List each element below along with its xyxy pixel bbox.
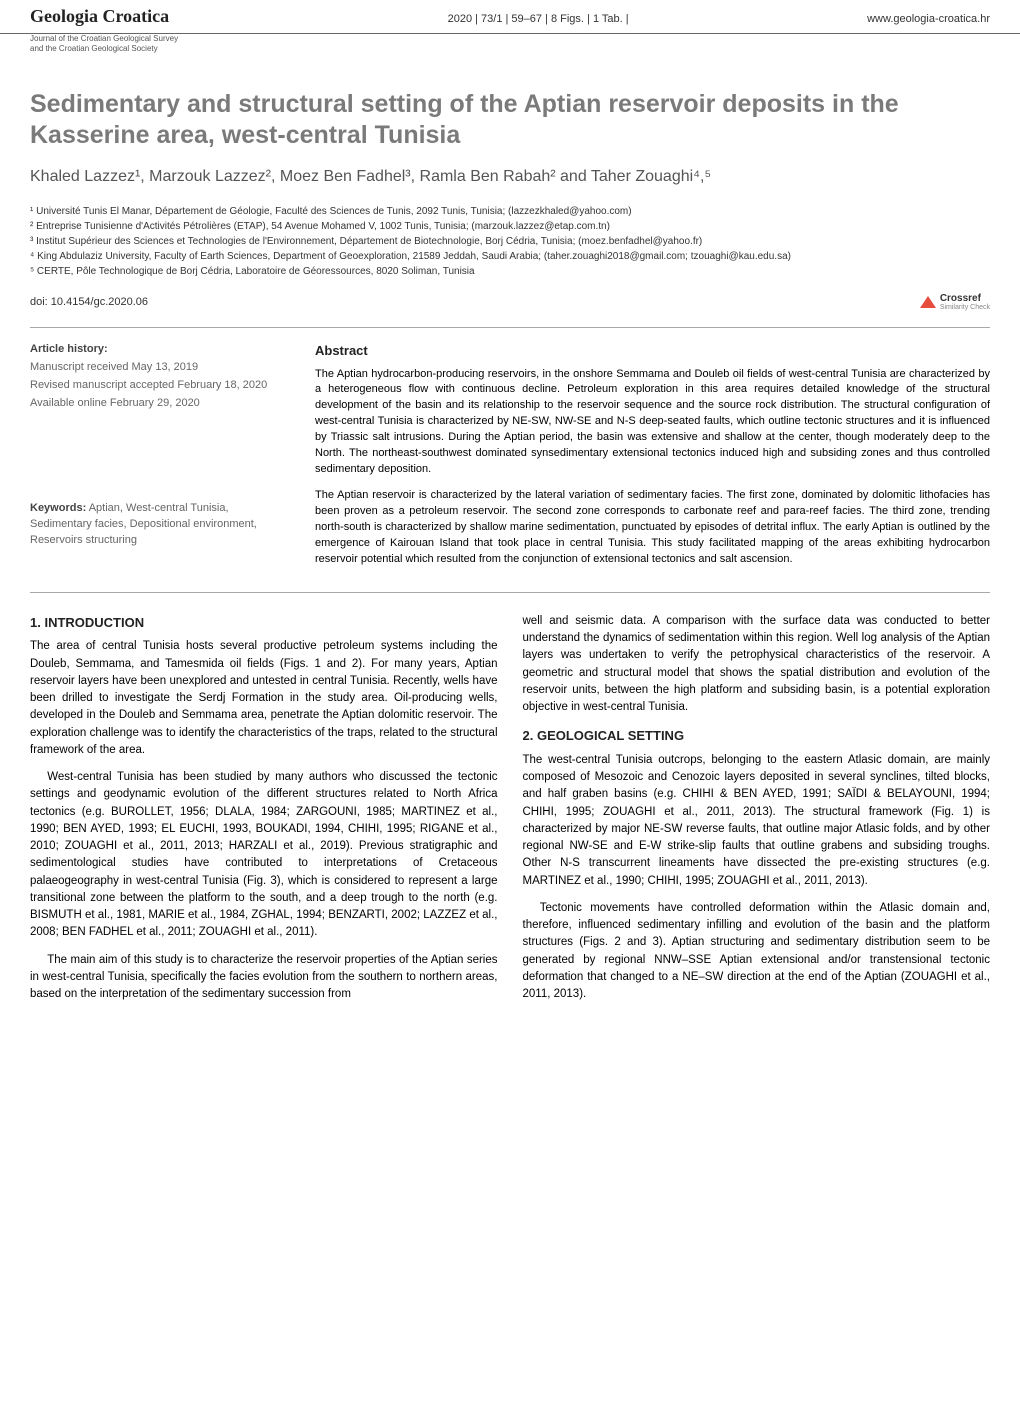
crossref-badge: Crossref Similarity Check [920,293,990,311]
abstract-para-2: The Aptian reservoir is characterized by… [315,488,990,568]
keywords-block: Keywords: Aptian, West-central Tunisia, … [30,501,290,549]
abstract-block: Article history: Manuscript received May… [30,342,990,578]
affiliation-2: ² Entreprise Tunisienne d'Activités Pétr… [30,219,990,234]
affiliations-block: ¹ Université Tunis El Manar, Département… [30,204,990,279]
crossref-sublabel: Similarity Check [940,304,990,311]
website-link[interactable]: www.geologia-croatica.hr [867,13,990,25]
abstract-metadata: Article history: Manuscript received May… [30,342,290,578]
abstract-heading: Abstract [315,342,990,361]
history-available: Available online February 29, 2020 [30,396,290,412]
column-left: 1. INTRODUCTION The area of central Tuni… [30,613,498,1014]
separator-bottom [30,592,990,593]
doi-text: doi: 10.4154/gc.2020.06 [30,296,148,308]
sec1-para-4: well and seismic data. A comparison with… [523,613,991,717]
article-title: Sedimentary and structural setting of th… [30,89,990,152]
abstract-text: Abstract The Aptian hydrocarbon-producin… [315,342,990,578]
history-received: Manuscript received May 13, 2019 [30,360,290,376]
column-right: well and seismic data. A comparison with… [523,613,991,1014]
subheader-line2: and the Croatian Geological Society [30,44,990,54]
affiliation-3: ³ Institut Supérieur des Sciences et Tec… [30,234,990,249]
subheader-line1: Journal of the Croatian Geological Surve… [30,34,990,44]
main-content: Sedimentary and structural setting of th… [0,59,1020,1033]
journal-subheader: Journal of the Croatian Geological Surve… [0,34,1020,59]
body-columns: 1. INTRODUCTION The area of central Tuni… [30,613,990,1014]
section-1-heading: 1. INTRODUCTION [30,613,498,633]
keywords-label: Keywords: [30,502,86,514]
authors-line: Khaled Lazzez¹, Marzouk Lazzez², Moez Be… [30,168,990,186]
section-2-heading: 2. GEOLOGICAL SETTING [523,726,991,746]
affiliation-5: ⁵ CERTE, Pôle Technologique de Borj Cédr… [30,264,990,279]
sec2-para-1: The west-central Tunisia outcrops, belon… [523,752,991,890]
issue-info: 2020 | 73/1 | 59–67 | 8 Figs. | 1 Tab. | [209,13,867,25]
abstract-para-1: The Aptian hydrocarbon-producing reservo… [315,367,990,479]
affiliation-4: ⁴ King Abdulaziz University, Faculty of … [30,249,990,264]
separator-top [30,327,990,328]
crossref-label-wrap: Crossref Similarity Check [940,293,990,311]
header-bar: Geologia Croatica 2020 | 73/1 | 59–67 | … [0,0,1020,34]
sec1-para-1: The area of central Tunisia hosts severa… [30,638,498,759]
journal-title: Geologia Croatica [30,6,169,27]
sec1-para-2: West-central Tunisia has been studied by… [30,769,498,942]
sec2-para-2: Tectonic movements have controlled defor… [523,900,991,1004]
history-revised: Revised manuscript accepted February 18,… [30,378,290,394]
affiliation-1: ¹ Université Tunis El Manar, Département… [30,204,990,219]
sec1-para-3: The main aim of this study is to charact… [30,952,498,1004]
article-history-label: Article history: [30,342,290,358]
doi-row: doi: 10.4154/gc.2020.06 Crossref Similar… [30,293,990,311]
crossref-label: Crossref [940,293,981,304]
crossref-icon [920,296,936,308]
